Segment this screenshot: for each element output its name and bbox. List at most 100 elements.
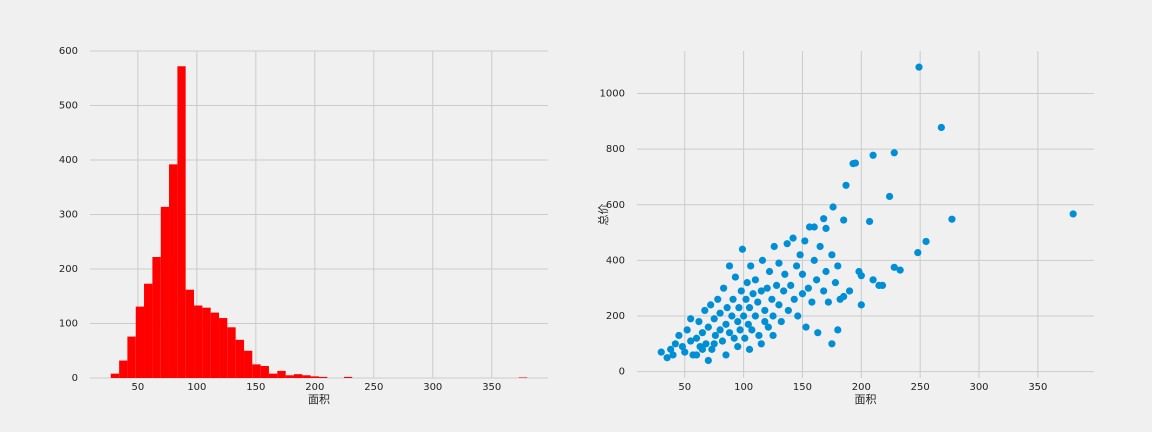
scatter-point [857, 272, 865, 280]
x-tick-label: 250 [364, 382, 383, 393]
scatter-point [869, 276, 877, 284]
scatter-point [730, 334, 738, 342]
scatter-point [828, 251, 836, 259]
scatter-point [885, 192, 894, 201]
histogram-bar [227, 327, 236, 378]
scatter-point [692, 351, 701, 359]
scatter-point [701, 306, 709, 315]
scatter-point [711, 331, 719, 340]
scatter-point [747, 262, 755, 270]
scatter-point [878, 281, 887, 290]
x-tick-label: 200 [852, 382, 871, 393]
scatter-point [761, 306, 769, 315]
scatter-point [716, 326, 724, 334]
scatter-point [796, 251, 804, 259]
scatter-point [768, 295, 776, 303]
y-tick-label: 1000 [600, 89, 625, 100]
x-tick-label: 250 [911, 382, 930, 393]
x-tick-label: 350 [1028, 382, 1047, 393]
scatter-point [780, 287, 788, 295]
scatter-point [808, 298, 816, 306]
scatter-point [740, 312, 748, 320]
histogram-bar [219, 318, 228, 378]
scatter-point [710, 315, 718, 323]
scatter-point [749, 290, 757, 298]
scatter-point [698, 329, 707, 337]
y-tick-label: 600 [606, 200, 625, 211]
histogram-bar [277, 370, 286, 378]
scatter-point [822, 224, 830, 233]
scatter-point [702, 340, 710, 348]
scatter-point [948, 215, 956, 223]
scatter-point [734, 342, 742, 351]
histogram-bar [235, 339, 245, 378]
x-tick-label: 50 [132, 382, 145, 393]
scatter-point [814, 329, 822, 337]
scatter-point [698, 345, 707, 353]
scatter-point [834, 262, 842, 270]
scatter-point [820, 215, 828, 223]
histogram-bar [177, 66, 186, 378]
scatter-point [849, 160, 857, 168]
histogram-bar [268, 373, 278, 378]
histogram-bar [252, 364, 261, 378]
scatter-point [865, 217, 874, 226]
scatter-point [792, 262, 801, 270]
scatter-point [725, 262, 734, 270]
histogram-bar [160, 206, 170, 378]
x-tick-label: 200 [305, 382, 324, 393]
scatter-point [812, 276, 821, 284]
histogram-bar [293, 374, 303, 378]
scatter-point [707, 301, 715, 309]
y-tick-label: 300 [59, 210, 78, 221]
y-tick-label: 400 [59, 155, 78, 166]
scatter-point [695, 317, 703, 326]
x-tick-label: 300 [969, 382, 988, 393]
scatter-point [842, 181, 850, 189]
scatter-point [789, 234, 797, 242]
y-tick-label: 200 [59, 264, 78, 275]
x-tick-label: 300 [423, 382, 442, 393]
scatter-point [734, 317, 742, 326]
histogram-bar [343, 376, 353, 378]
scatter-point [748, 326, 756, 334]
histogram-bar [127, 336, 136, 378]
scatter-point [720, 284, 728, 292]
scatter-point [678, 342, 687, 351]
scatter-point [657, 348, 665, 356]
scatter-point [769, 331, 777, 340]
scatter-point [757, 287, 765, 295]
y-tick-label: 400 [606, 255, 625, 266]
x-tick-label: 100 [187, 382, 206, 393]
scatter-point [816, 242, 824, 251]
scatter-point [794, 312, 802, 320]
histogram-bar [185, 289, 195, 378]
scatter-point [718, 337, 727, 345]
scatter-point [914, 248, 922, 257]
y-tick-label: 0 [619, 367, 625, 378]
x-axis-label: 面积 [308, 393, 330, 406]
scatter-point [845, 287, 854, 295]
scatter-point [687, 315, 695, 323]
scatter-point [683, 326, 691, 334]
scatter-point [840, 216, 848, 224]
scatter-point [840, 292, 848, 301]
scatter-point [869, 151, 877, 159]
scatter-point [704, 323, 712, 331]
scatter-point [890, 149, 898, 157]
scatter-point [763, 284, 771, 292]
scatter-point [741, 334, 749, 342]
scatter-point [820, 287, 828, 295]
scatter-point [751, 276, 759, 284]
x-tick-label: 150 [793, 382, 812, 393]
scatter-point [704, 356, 712, 365]
scatter-point [798, 290, 807, 298]
scatter-point [755, 331, 763, 340]
x-tick-label: 100 [734, 382, 753, 393]
scatter-point [896, 266, 904, 274]
scatter-point [777, 317, 785, 326]
scatter-point [761, 317, 769, 326]
scatter-point [710, 340, 718, 348]
scatter-point [801, 237, 809, 245]
scatter-point [890, 263, 898, 271]
